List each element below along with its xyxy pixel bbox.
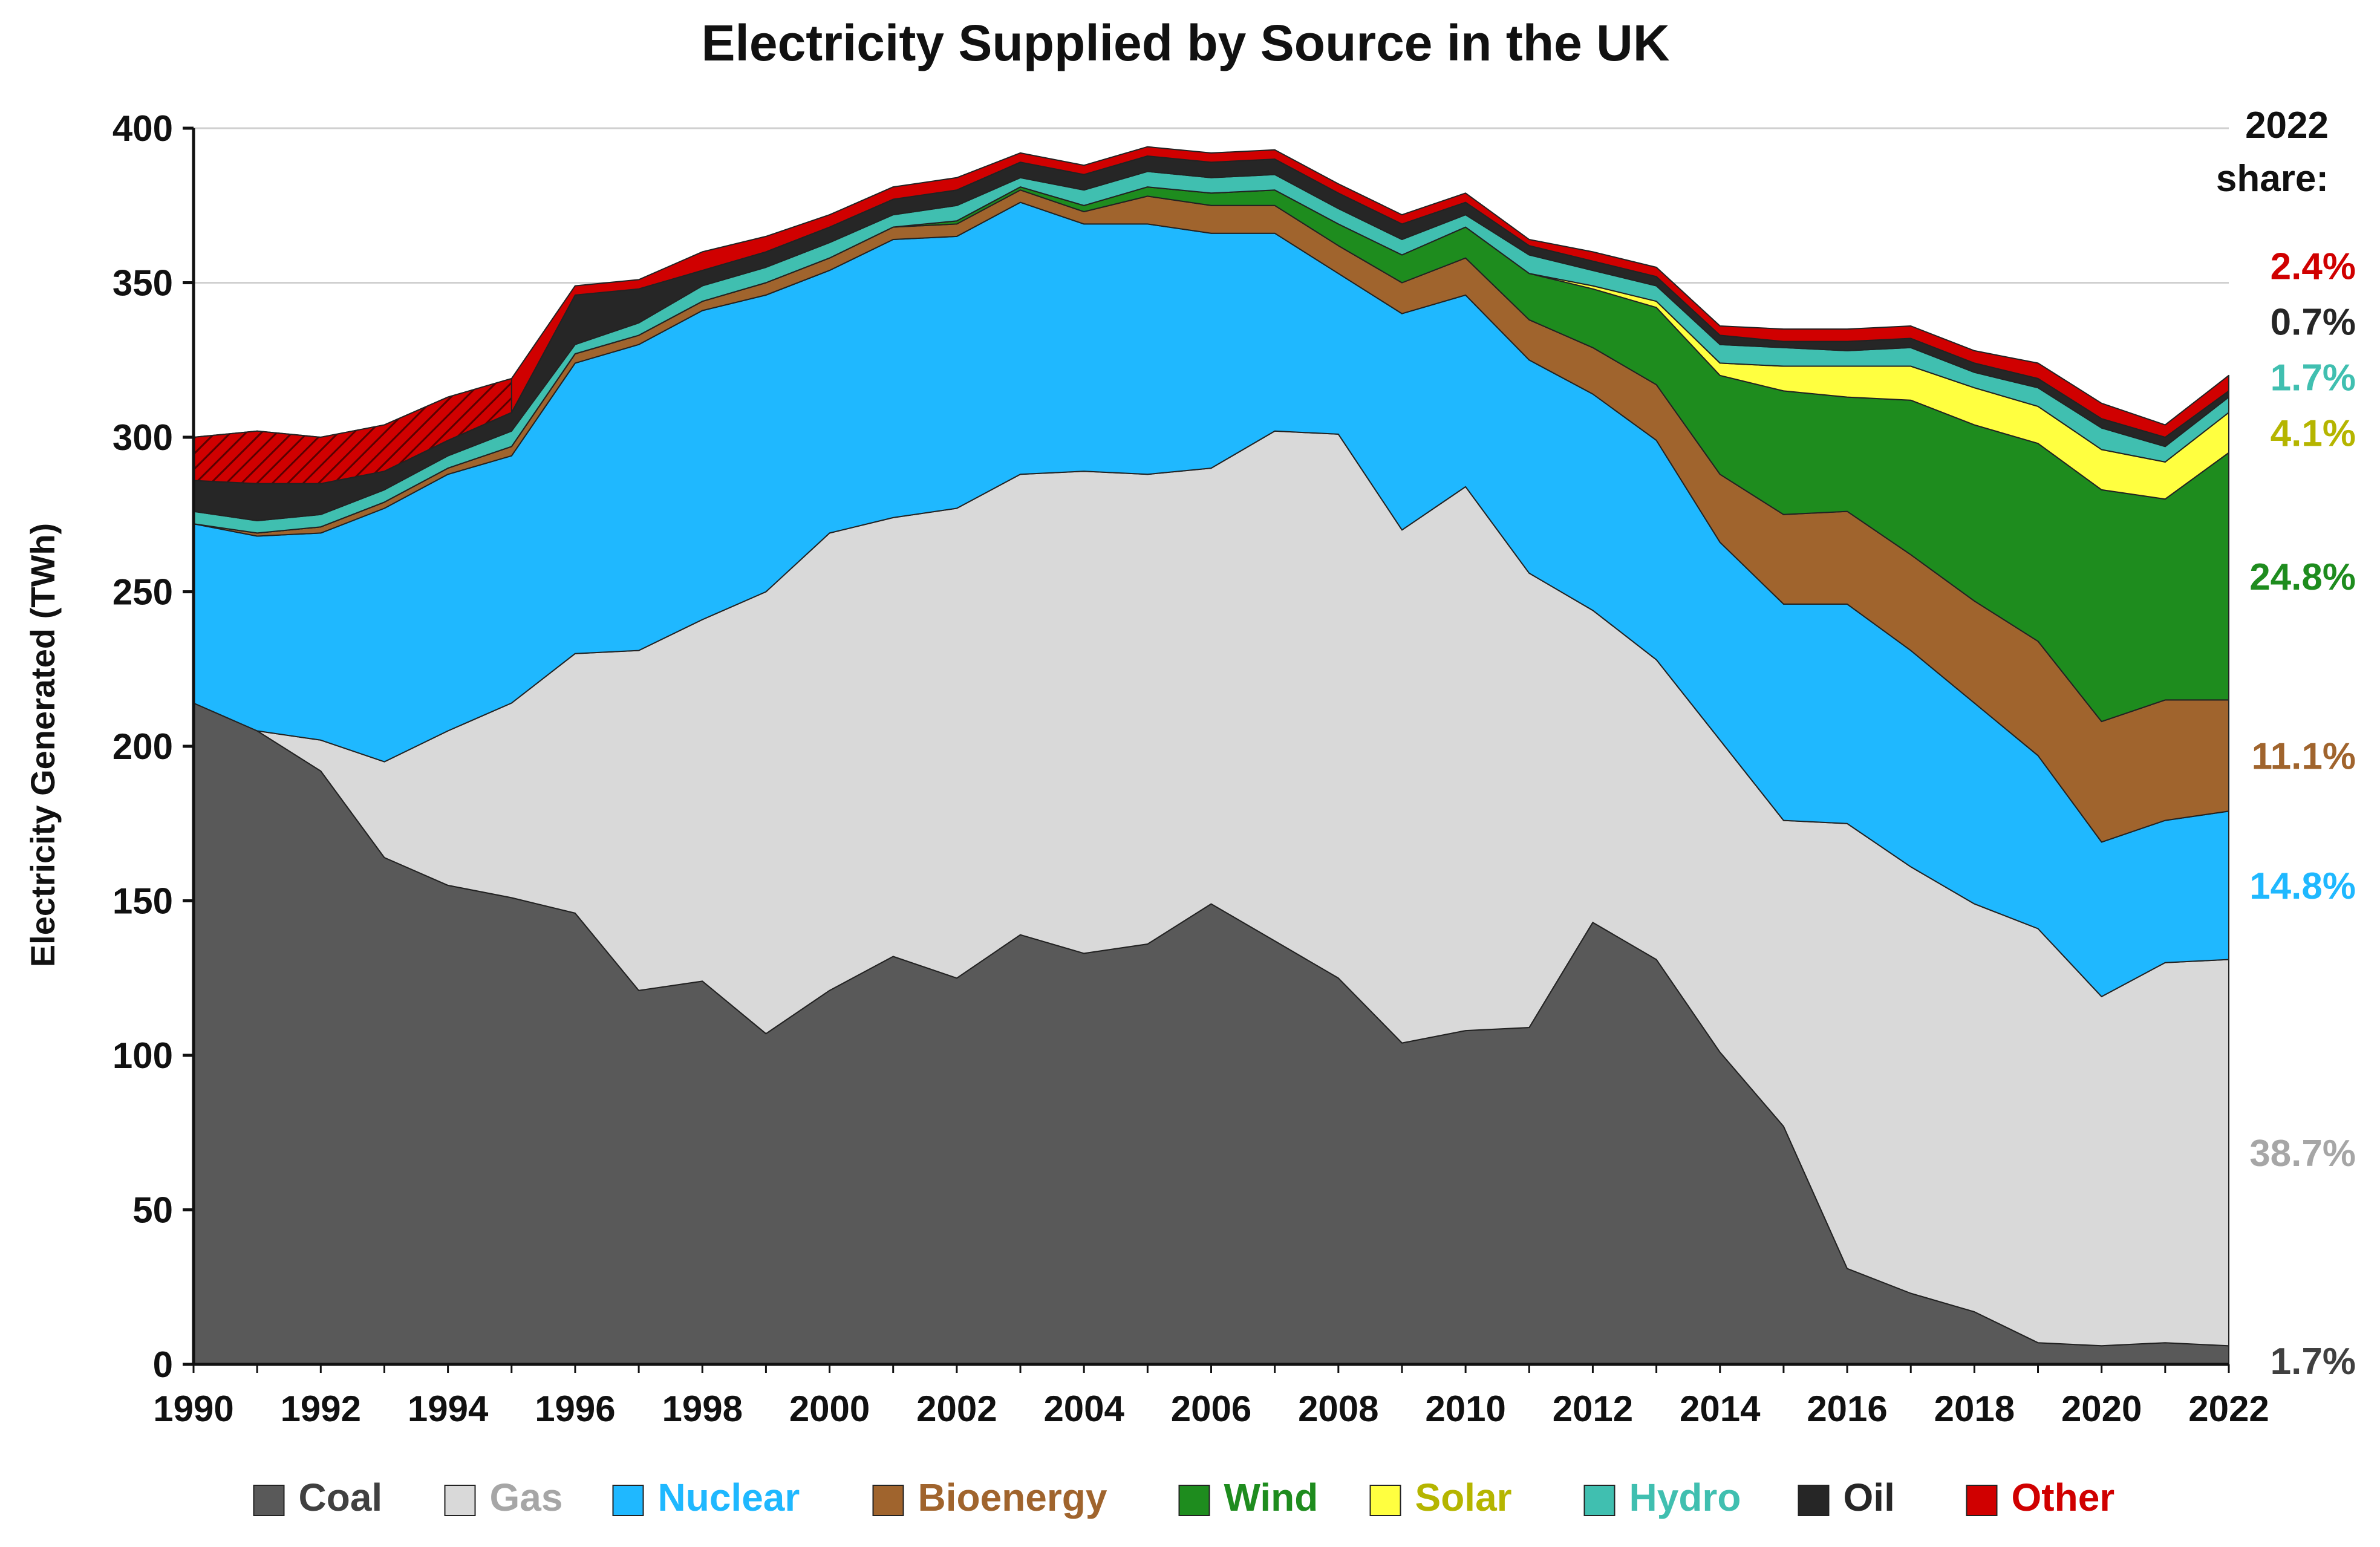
- legend-label-nuclear: Nuclear: [658, 1476, 800, 1519]
- x-tick-label: 2010: [1425, 1389, 1505, 1429]
- legend-label-oil: Oil: [1844, 1476, 1895, 1519]
- share-label-gas: 38.7%: [2249, 1133, 2356, 1174]
- x-tick-label: 2020: [2061, 1389, 2142, 1429]
- share-title: 2022: [2245, 105, 2329, 146]
- legend-swatch-solar: [1369, 1485, 1401, 1516]
- axes: 0 50 100 150 200 250 300 350 400 1990 1992 1994 1996…: [112, 108, 2269, 1429]
- x-tick-label: 1996: [535, 1389, 615, 1429]
- legend-swatch-other: [1966, 1485, 1998, 1516]
- legend-swatch-coal: [253, 1485, 285, 1516]
- x-tick-label: 2004: [1043, 1389, 1124, 1429]
- x-tick-label: 2022: [2188, 1389, 2269, 1429]
- legend-item-hydro: Hydro: [1583, 1476, 1741, 1519]
- legend-label-gas: Gas: [490, 1476, 563, 1519]
- legend-label-solar: Solar: [1415, 1476, 1512, 1519]
- legend-item-oil: Oil: [1798, 1476, 1895, 1519]
- x-tick-label: 2016: [1807, 1389, 1887, 1429]
- legend-swatch-wind: [1178, 1485, 1210, 1516]
- x-tick-label: 1998: [662, 1389, 743, 1429]
- x-tick-label: 2008: [1298, 1389, 1378, 1429]
- x-tick-label: 1990: [153, 1389, 233, 1429]
- legend-item-wind: Wind: [1178, 1476, 1319, 1519]
- y-tick-label: 300: [112, 417, 173, 458]
- x-tick-label: 2000: [789, 1389, 870, 1429]
- legend-item-solar: Solar: [1369, 1476, 1512, 1519]
- y-tick-label: 150: [112, 881, 173, 922]
- share-label-nuclear: 14.8%: [2249, 865, 2356, 907]
- x-tick-label: 2002: [916, 1389, 997, 1429]
- x-tick-label: 2006: [1171, 1389, 1251, 1429]
- x-tick-label: 2012: [1553, 1389, 1633, 1429]
- share-label-bioenergy: 11.1%: [2252, 735, 2356, 777]
- y-tick-label: 100: [112, 1035, 173, 1076]
- y-tick-label: 400: [112, 108, 173, 149]
- share-labels: 2022 share: 1.7% 38.7% 14.8% 11.1% 24.8% 4.1% 1.…: [2216, 105, 2356, 1383]
- x-tick-label: 2014: [1680, 1389, 1761, 1429]
- area-layer: [193, 146, 2229, 1365]
- legend-label-bioenergy: Bioenergy: [918, 1476, 1107, 1519]
- legend-item-other: Other: [1966, 1476, 2115, 1519]
- share-label-wind: 24.8%: [2249, 556, 2356, 598]
- legend-item-coal: Coal: [253, 1476, 383, 1519]
- y-tick-label: 350: [112, 263, 173, 304]
- x-tick-label: 2018: [1934, 1389, 2015, 1429]
- y-tick-label: 0: [153, 1344, 173, 1385]
- x-tick-label: 1992: [281, 1389, 361, 1429]
- share-label-coal: 1.7%: [2271, 1341, 2356, 1383]
- legend-item-bioenergy: Bioenergy: [872, 1476, 1107, 1519]
- legend-label-hydro: Hydro: [1629, 1476, 1741, 1519]
- y-axis-label: Electricity Generated (TWh): [24, 523, 62, 967]
- legend-swatch-oil: [1798, 1485, 1830, 1516]
- legend-item-gas: Gas: [444, 1476, 563, 1519]
- chart-title: Electricity Supplied by Source in the UK: [701, 15, 1669, 71]
- y-tick-label: 250: [112, 572, 173, 613]
- legend-swatch-bioenergy: [872, 1485, 904, 1516]
- legend: Coal Gas Nuclear Bioenergy Wind Solar Hydro Oil…: [253, 1476, 2115, 1519]
- y-tick-label: 200: [112, 726, 173, 767]
- legend-item-nuclear: Nuclear: [612, 1476, 800, 1519]
- legend-label-coal: Coal: [299, 1476, 383, 1519]
- share-label-other: 2.4%: [2271, 246, 2356, 287]
- share-subtitle: share:: [2216, 158, 2329, 200]
- series-area-other-hatched: [193, 377, 512, 484]
- share-label-oil: 0.7%: [2271, 301, 2356, 343]
- y-tick-label: 50: [132, 1190, 173, 1231]
- legend-swatch-nuclear: [612, 1485, 644, 1516]
- legend-label-wind: Wind: [1224, 1476, 1319, 1519]
- share-label-solar: 4.1%: [2271, 412, 2356, 454]
- legend-swatch-hydro: [1583, 1485, 1615, 1516]
- legend-label-other: Other: [2012, 1476, 2115, 1519]
- share-label-hydro: 1.7%: [2271, 357, 2356, 399]
- x-tick-label: 1994: [408, 1389, 489, 1429]
- legend-swatch-gas: [444, 1485, 476, 1516]
